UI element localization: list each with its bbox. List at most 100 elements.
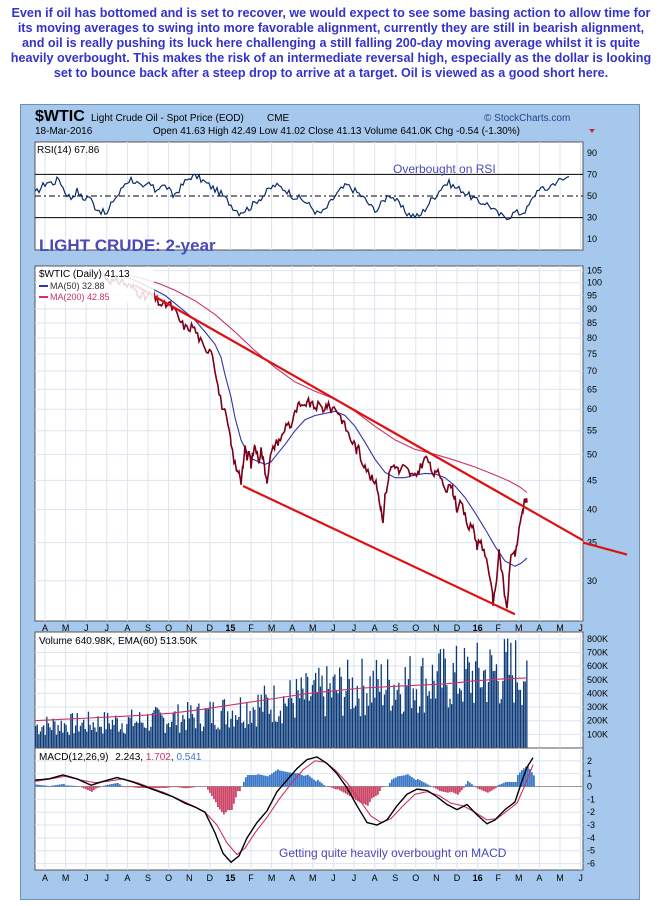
macd-histogram-bar <box>115 783 117 787</box>
volume-bar <box>99 726 101 748</box>
volume-bar <box>191 713 194 748</box>
volume-bar <box>139 712 141 748</box>
macd-histogram-bar <box>379 786 381 792</box>
macd-signal-line <box>35 760 534 856</box>
rsi-tick-label: 50 <box>587 191 597 201</box>
macd-histogram-bar <box>477 786 479 789</box>
volume-bar <box>265 694 267 748</box>
chart-exchange: CME <box>267 113 290 124</box>
macd-annotation: Getting quite heavily overbought on MACD <box>279 846 507 860</box>
volume-bar <box>326 666 328 748</box>
volume-bar <box>36 724 38 748</box>
macd-histogram-bar <box>277 769 279 787</box>
volume-bar <box>323 696 325 748</box>
volume-bar <box>364 715 366 748</box>
volume-bar <box>257 694 259 748</box>
macd-histogram-bar <box>503 782 505 787</box>
macd-histogram-bar <box>161 786 163 788</box>
macd-histogram-bar <box>525 766 527 787</box>
volume-bar <box>363 685 365 748</box>
macd-histogram-bar <box>55 785 57 787</box>
volume-bar <box>454 672 456 748</box>
x-axis-label: A <box>289 623 295 633</box>
price-tick-label: 90 <box>587 304 597 314</box>
volume-bar <box>59 730 61 748</box>
price-tick-label: 105 <box>587 266 602 276</box>
macd-histogram-bar <box>359 786 361 803</box>
volume-bar <box>332 676 334 748</box>
macd-histogram-bar <box>469 782 471 787</box>
volume-bar <box>73 733 75 748</box>
macd-histogram-bar <box>255 775 257 787</box>
x-axis-label: A <box>536 873 542 883</box>
volume-bar <box>486 702 488 748</box>
macd-histogram-bar <box>59 784 61 787</box>
volume-bar <box>390 710 392 748</box>
macd-histogram-bar <box>425 783 427 787</box>
intro-paragraph: Even if oil has bottomed and is set to r… <box>10 6 652 80</box>
macd-histogram-bar <box>511 782 513 787</box>
volume-bar <box>367 705 370 748</box>
macd-histogram-bar <box>357 786 359 802</box>
chart-description: Light Crude Oil - Spot Price (EOD) <box>91 113 244 124</box>
volume-bar <box>404 667 406 748</box>
volume-bar <box>295 678 298 748</box>
volume-bar <box>339 667 341 748</box>
macd-histogram-bar <box>243 781 245 787</box>
macd-histogram-bar <box>295 773 297 787</box>
volume-bar <box>79 725 82 748</box>
volume-bar <box>183 719 186 748</box>
volume-bar <box>171 721 173 748</box>
macd-histogram-bar <box>495 786 497 789</box>
macd-histogram-bar <box>183 786 185 789</box>
volume-bar <box>207 709 210 748</box>
volume-bar <box>68 735 70 748</box>
volume-bar <box>518 689 520 748</box>
volume-bar <box>243 721 245 748</box>
macd-histogram-bar <box>217 786 219 808</box>
macd-histogram-bar <box>251 775 253 787</box>
stockcharts-chart: $WTIC Light Crude Oil - Spot Price (EOD)… <box>20 104 640 900</box>
volume-bar <box>409 656 411 748</box>
macd-histogram-bar <box>483 786 485 792</box>
macd-histogram-bar <box>41 785 43 787</box>
volume-bar <box>361 658 363 748</box>
volume-bar <box>267 697 269 748</box>
volume-bar <box>345 690 347 748</box>
volume-bar <box>499 703 501 748</box>
volume-bar <box>395 699 397 748</box>
volume-bar <box>131 709 133 748</box>
x-axis-label: 15 <box>225 873 235 883</box>
volume-bar <box>44 734 46 748</box>
stockcharts-watermark: © StockCharts.com <box>484 113 570 124</box>
volume-bar <box>51 730 53 748</box>
volume-bar <box>231 710 234 748</box>
volume-bar <box>497 681 499 748</box>
x-axis-label: F <box>248 623 254 633</box>
volume-bar <box>158 709 160 748</box>
volume-bar <box>268 713 270 748</box>
macd-histogram-bar <box>421 781 423 787</box>
x-axis-label: J <box>578 873 583 883</box>
volume-bar <box>331 697 333 748</box>
volume-bar <box>151 712 154 748</box>
volume-bar <box>199 723 202 748</box>
volume-bar <box>57 724 59 748</box>
volume-bar <box>393 684 395 748</box>
macd-histogram-bar <box>261 775 263 787</box>
volume-bar <box>471 670 474 748</box>
macd-histogram-bar <box>249 775 251 787</box>
volume-bar <box>441 687 443 748</box>
rsi-y-axis: 90 70 50 30 10 <box>587 148 597 244</box>
macd-histogram-bar <box>87 786 89 791</box>
volume-bar <box>374 697 376 748</box>
x-axis-label: S <box>392 873 398 883</box>
x-axis-label: S <box>392 623 398 633</box>
volume-bar <box>108 723 110 748</box>
volume-bar <box>521 704 523 748</box>
volume-bar <box>335 690 338 748</box>
macd-histogram-bar <box>375 786 377 796</box>
x-axis-label: J <box>352 623 357 633</box>
macd-label-name: MACD(12,26,9) <box>39 752 108 763</box>
volume-bar <box>198 703 200 748</box>
